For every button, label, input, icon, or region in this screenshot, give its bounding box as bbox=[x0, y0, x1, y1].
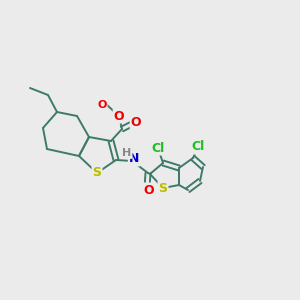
Text: O: O bbox=[144, 184, 154, 196]
Text: S: S bbox=[92, 167, 101, 179]
Text: Cl: Cl bbox=[152, 142, 165, 154]
Text: H: H bbox=[122, 148, 132, 158]
Text: O: O bbox=[97, 100, 107, 110]
Text: N: N bbox=[129, 152, 139, 166]
Text: O: O bbox=[114, 110, 124, 122]
Text: S: S bbox=[158, 182, 167, 194]
Text: O: O bbox=[131, 116, 141, 128]
Text: Cl: Cl bbox=[191, 140, 205, 154]
